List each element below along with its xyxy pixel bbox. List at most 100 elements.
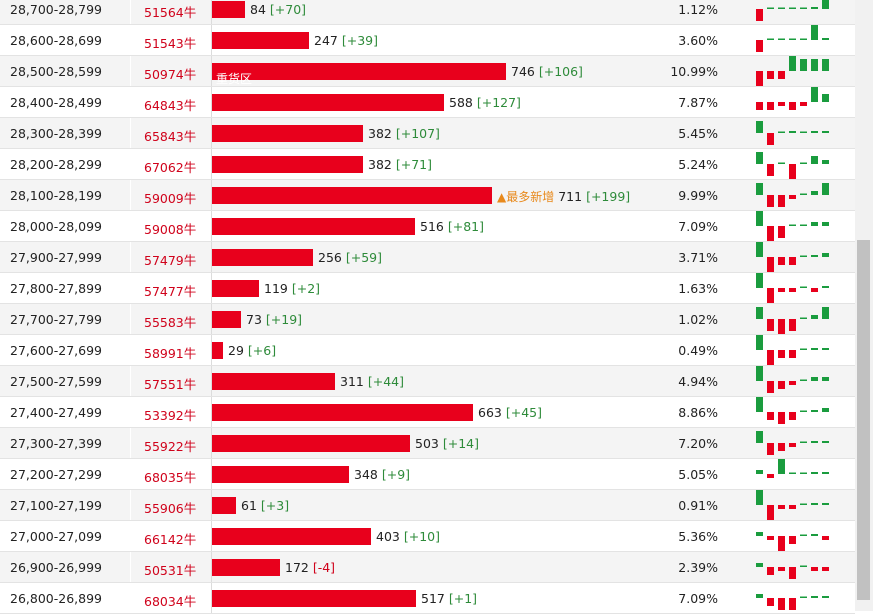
sparkline-bar	[800, 162, 807, 164]
volume-count: 256 [+59]	[318, 250, 382, 265]
count-change: [+106]	[538, 64, 583, 79]
volume-count: 382 [+107]	[368, 126, 440, 141]
price-value: 68035牛	[144, 470, 197, 485]
sparkline-bar	[800, 348, 807, 350]
column-divider	[211, 335, 212, 365]
column-divider	[211, 149, 212, 179]
volume-count: 403 [+10]	[376, 529, 440, 544]
count-number: 663	[478, 405, 506, 420]
sparkline-bar	[822, 94, 829, 102]
sparkline-bar	[756, 242, 763, 257]
column-divider	[130, 459, 131, 489]
table-row[interactable]: 28,000-28,099 59008牛 516 [+81] 7.09%	[0, 211, 855, 242]
percentage: 7.20%	[678, 436, 718, 451]
sparkline-bar	[756, 71, 763, 86]
sparkline-bar	[789, 224, 796, 226]
price-value: 57551牛	[144, 377, 197, 392]
column-divider	[211, 211, 212, 241]
volume-count: 746 [+106]	[511, 64, 583, 79]
percentage: 0.91%	[678, 498, 718, 513]
volume-count: 119 [+2]	[264, 281, 320, 296]
price-value: 59009牛	[144, 191, 197, 206]
volume-bar	[212, 466, 349, 483]
price-range: 28,600-28,699	[10, 33, 102, 48]
sparkline-bar	[822, 472, 829, 474]
column-divider	[130, 56, 131, 86]
sparkline-bar	[778, 598, 785, 610]
table-row[interactable]: 27,300-27,399 55922牛 503 [+14] 7.20%	[0, 428, 855, 459]
table-row[interactable]: 27,600-27,699 58991牛 29 [+6] 0.49%	[0, 335, 855, 366]
table-row[interactable]: 27,800-27,899 57477牛 119 [+2] 1.63%	[0, 273, 855, 304]
column-divider	[211, 490, 212, 520]
price-range: 26,900-26,999	[10, 560, 102, 575]
table-row[interactable]: 27,200-27,299 68035牛 348 [+9] 5.05%	[0, 459, 855, 490]
sparkline-bar	[789, 472, 796, 474]
sparkline-bar	[756, 397, 763, 412]
table-row[interactable]: 27,700-27,799 55583牛 73 [+19] 1.02%	[0, 304, 855, 335]
table-row[interactable]: 28,600-28,699 51543牛 247 [+39] 3.60%	[0, 25, 855, 56]
sparkline-bar	[778, 162, 785, 164]
sparkline-bar	[778, 319, 785, 334]
volume-bar	[212, 249, 313, 266]
sparkline-bar	[822, 59, 829, 71]
table-row[interactable]: 27,400-27,499 53392牛 663 [+45] 8.86%	[0, 397, 855, 428]
sparkline-bar	[767, 133, 774, 145]
price-value: 58991牛	[144, 346, 197, 361]
sparkline-bar	[811, 7, 818, 9]
table-row[interactable]: 26,900-26,999 50531牛 172 [-4] 2.39%	[0, 552, 855, 583]
sparkline-bar	[800, 255, 807, 257]
percentage: 10.99%	[670, 64, 718, 79]
table-row[interactable]: 26,800-26,899 68034牛 517 [+1] 7.09%	[0, 583, 855, 614]
percentage: 7.87%	[678, 95, 718, 110]
sparkline-bar	[789, 350, 796, 358]
price-value: 59008牛	[144, 222, 197, 237]
sparkline-bar	[778, 226, 785, 238]
trend-sparkline	[756, 490, 829, 520]
sparkline-bar	[778, 536, 785, 551]
sparkline-bar	[811, 567, 818, 571]
volume-bar	[212, 1, 245, 18]
table-row[interactable]: 28,700-28,799 51564牛 84 [+70] 1.12%	[0, 0, 855, 25]
table-row[interactable]: 28,200-28,299 67062牛 382 [+71] 5.24%	[0, 149, 855, 180]
sparkline-bar	[767, 350, 774, 365]
sparkline-bar	[822, 253, 829, 257]
scrollbar-thumb[interactable]	[857, 240, 870, 600]
column-divider	[130, 583, 131, 613]
table-row[interactable]: 27,100-27,199 55906牛 61 [+3] 0.91%	[0, 490, 855, 521]
table-row[interactable]: 28,300-28,399 65843牛 382 [+107] 5.45%	[0, 118, 855, 149]
table-row[interactable]: 27,000-27,099 66142牛 403 [+10] 5.36%	[0, 521, 855, 552]
table-row[interactable]: 27,500-27,599 57551牛 311 [+44] 4.94%	[0, 366, 855, 397]
sparkline-bar	[789, 288, 796, 292]
column-divider	[211, 180, 212, 210]
sparkline-bar	[756, 470, 763, 474]
volume-count: 29 [+6]	[228, 343, 276, 358]
volume-bar	[212, 404, 473, 421]
count-change: [+19]	[265, 312, 303, 327]
count-change: [+199]	[586, 189, 631, 204]
table-row[interactable]: 28,500-28,599 50974牛 重货区 746 [+106] 10.99%	[0, 56, 855, 87]
sparkline-bar	[800, 565, 807, 567]
price-range: 27,500-27,599	[10, 374, 102, 389]
volume-count: ▲最多新增 711 [+199]	[497, 188, 630, 205]
volume-bar	[212, 559, 280, 576]
count-number: 382	[368, 126, 396, 141]
column-divider	[130, 521, 131, 551]
percentage: 9.99%	[678, 188, 718, 203]
sparkline-bar	[789, 412, 796, 420]
trend-sparkline	[756, 56, 829, 86]
table-row[interactable]: 27,900-27,999 57479牛 256 [+59] 3.71%	[0, 242, 855, 273]
table-row[interactable]: 28,400-28,499 64843牛 588 [+127] 7.87%	[0, 87, 855, 118]
trend-sparkline	[756, 307, 829, 334]
count-number: 29	[228, 343, 248, 358]
percentage: 4.94%	[678, 374, 718, 389]
sparkline-bar	[778, 350, 785, 358]
volume-count: 348 [+9]	[354, 467, 410, 482]
count-number: 73	[246, 312, 266, 327]
column-divider	[130, 304, 131, 334]
table-row[interactable]: 28,100-28,199 59009牛 ▲最多新增 711 [+199] 9.99%	[0, 180, 855, 211]
count-change: [+2]	[291, 281, 321, 296]
count-number: 403	[376, 529, 404, 544]
price-range: 27,400-27,499	[10, 405, 102, 420]
sparkline-bar	[767, 195, 774, 207]
sparkline-bar	[800, 7, 807, 9]
